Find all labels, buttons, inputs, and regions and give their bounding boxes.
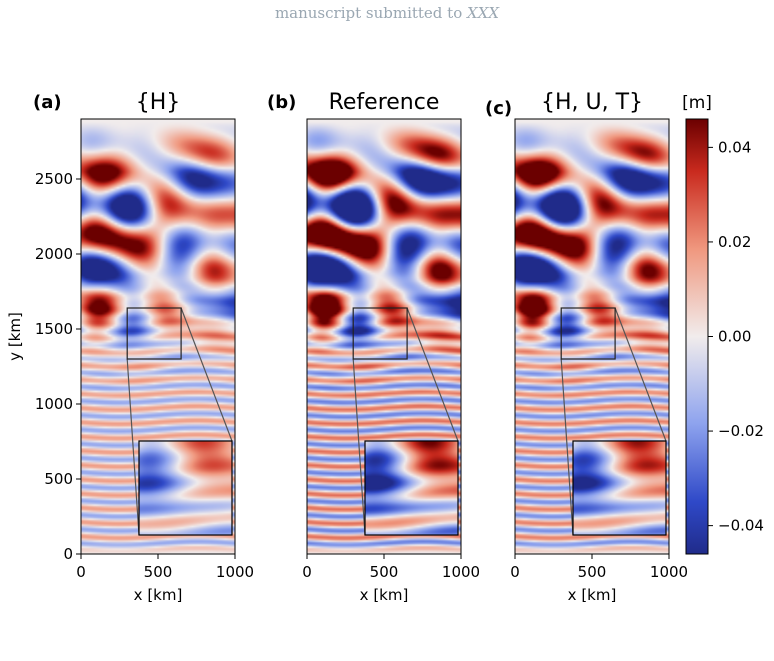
inset-region-box (352, 307, 408, 360)
inset-zoom-frame (138, 440, 233, 536)
x-tick-label: 1000 (442, 563, 480, 581)
x-tick-label: 500 (370, 563, 399, 581)
y-tick-label: 1000 (35, 395, 73, 413)
panel-label: (c) (485, 98, 512, 119)
panel-label: (b) (267, 92, 296, 113)
zoom-connector-line (352, 358, 366, 536)
colorbar-tick-label: −0.02 (718, 422, 764, 440)
y-tick-label: 0 (63, 545, 73, 563)
manuscript-header: manuscript submitted to XXX (0, 4, 774, 22)
x-axis-label: x [km] (568, 586, 617, 604)
y-tick-label: 2000 (35, 245, 73, 263)
x-tick-label: 1000 (216, 563, 254, 581)
colorbar-gradient (685, 118, 709, 555)
colorbar-tick-label: −0.04 (718, 517, 764, 535)
header-prefix: manuscript submitted to (274, 4, 468, 22)
inset-zoom-frame (364, 440, 459, 536)
colorbar-unit-label: [m] (682, 93, 712, 113)
panel-label: (a) (33, 92, 62, 113)
x-tick-label: 0 (76, 563, 86, 581)
header-journal: XXX (467, 4, 500, 22)
zoom-connector-line (614, 307, 667, 442)
zoom-connector-line (560, 358, 574, 536)
panel-1: 0 500 1000 0 500 1000 1500 2000 2500 y [km] x [km]… (6, 90, 254, 604)
x-tick-label: 0 (302, 563, 312, 581)
y-tick-label: 2500 (35, 170, 73, 188)
inset-zoom-image (573, 441, 666, 535)
panel-title: Reference (329, 90, 440, 115)
x-tick-label: 0 (510, 563, 520, 581)
zoom-connector-line (126, 358, 140, 536)
colorbar-tick-label: 0.04 (718, 138, 751, 156)
x-tick-label: 1000 (650, 563, 688, 581)
panel-title: {H, U, T} (541, 90, 643, 115)
x-axis-label: x [km] (134, 586, 183, 604)
inset-region-box (126, 307, 182, 360)
x-tick-label: 500 (578, 563, 607, 581)
inset-zoom-image (139, 441, 232, 535)
y-axis-label: y [km] (6, 312, 24, 361)
panel-3: 0 500 1000 x [km] {H, U, T} (c) (485, 90, 688, 604)
zoom-connector-line (180, 307, 233, 442)
x-axis-label: x [km] (360, 586, 409, 604)
x-tick-label: 500 (144, 563, 173, 581)
inset-zoom-frame (572, 440, 667, 536)
inset-region-box (560, 307, 616, 360)
panel-title: {H} (136, 90, 181, 115)
y-tick-label: 1500 (35, 320, 73, 338)
zoom-connector-line (406, 307, 459, 442)
inset-zoom-image (365, 441, 458, 535)
colorbar-tick-label: 0.00 (718, 328, 751, 346)
colorbar-tick-label: 0.02 (718, 233, 751, 251)
colorbar: [m] −0.04 −0.02 0.00 0.02 0.04 (682, 93, 764, 555)
y-tick-label: 500 (44, 470, 73, 488)
panel-2: 0 500 1000 x [km] Reference (b) (267, 90, 480, 604)
